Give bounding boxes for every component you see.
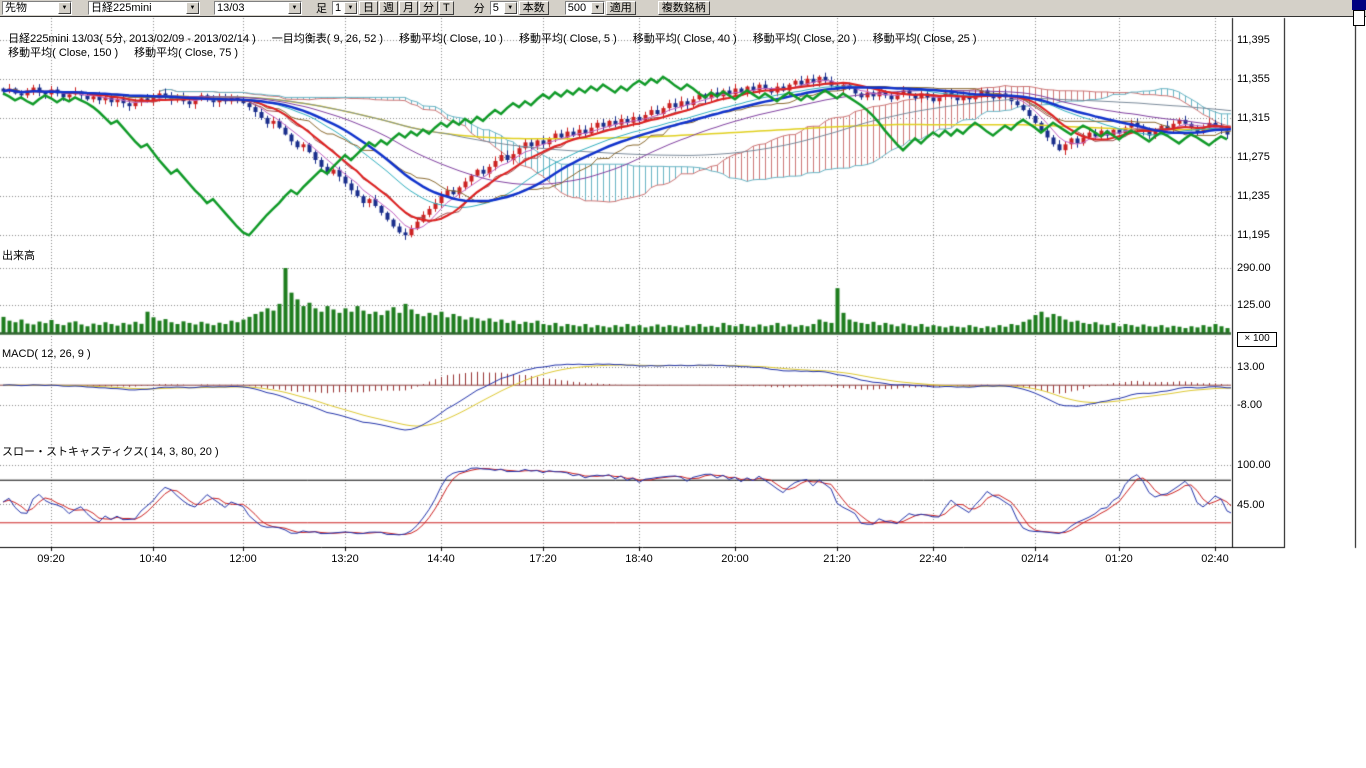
minute-count-input[interactable]: 5 ▼: [490, 1, 518, 15]
bar-count-input[interactable]: 500 ▼: [565, 1, 605, 15]
chevron-down-icon[interactable]: ▼: [186, 2, 199, 14]
volume-axis-label: 290.00: [1237, 262, 1271, 274]
minute-count-value: 5: [491, 2, 504, 14]
price-axis-label: 11,235: [1237, 190, 1270, 202]
period-minute-button[interactable]: 分: [419, 1, 438, 15]
stoch-axis-label: 100.00: [1237, 459, 1271, 471]
volume-axis-label: 125.00: [1237, 299, 1271, 311]
time-axis-label: 02/14: [1011, 553, 1059, 565]
time-axis-label: 14:40: [417, 553, 465, 565]
stoch-axis-label: 45.00: [1237, 499, 1265, 511]
contract-month-select[interactable]: 13/03 ▼: [214, 1, 302, 15]
spinner-down-icon[interactable]: ▼: [504, 2, 517, 14]
macd-panel-title: MACD( 12, 26, 9 ): [2, 348, 91, 360]
time-axis-label: 21:20: [813, 553, 861, 565]
period-tick-button[interactable]: T: [439, 1, 454, 15]
time-axis-label: 10:40: [129, 553, 177, 565]
time-axis-label: 13:20: [321, 553, 369, 565]
legend-item-ma40: 移動平均( Close, 40 ): [633, 33, 737, 45]
price-axis-label: 11,315: [1237, 112, 1270, 124]
time-axis-label: 09:20: [27, 553, 75, 565]
interval-value: 1: [333, 2, 344, 14]
legend-item-ma150: 移動平均( Close, 150 ): [8, 47, 118, 59]
chevron-down-icon[interactable]: ▼: [288, 2, 301, 14]
time-axis-label: 22:40: [909, 553, 957, 565]
macd-axis-label: 13.00: [1237, 361, 1265, 373]
market-type-value: 先物: [3, 2, 58, 14]
interval-input[interactable]: 1 ▼: [332, 1, 358, 15]
time-axis-label: 17:20: [519, 553, 567, 565]
apply-button[interactable]: 適用: [606, 1, 636, 15]
contract-month-value: 13/03: [215, 2, 288, 14]
window-corner-box: [1352, 0, 1366, 10]
chevron-down-icon[interactable]: ▼: [58, 2, 71, 14]
minute-unit-label: 分: [474, 0, 485, 16]
time-axis-label: 12:00: [219, 553, 267, 565]
symbol-select[interactable]: 日経225mini ▼: [88, 1, 200, 15]
bar-count-button[interactable]: 本数: [519, 1, 549, 15]
legend-row-2: 移動平均( Close, 150 ) 移動平均( Close, 75 ): [2, 35, 254, 59]
toolbar: 先物 ▼ 日経225mini ▼ 13/03 ▼ 足 1 ▼ 日 週 月 分 T…: [0, 0, 1366, 17]
time-axis-label: 18:40: [615, 553, 663, 565]
price-axis-label: 11,355: [1237, 73, 1270, 85]
time-axis-label: 01:20: [1095, 553, 1143, 565]
multi-symbol-button[interactable]: 複数銘柄: [658, 1, 710, 15]
bar-type-label: 足: [316, 0, 327, 16]
price-axis-label: 11,395: [1237, 34, 1270, 46]
market-type-select[interactable]: 先物 ▼: [2, 1, 72, 15]
legend-item-ma25: 移動平均( Close, 25 ): [873, 33, 977, 45]
legend-item-ma75: 移動平均( Close, 75 ): [134, 47, 238, 59]
volume-multiplier-box: × 100: [1237, 332, 1277, 347]
price-axis-label: 11,275: [1237, 151, 1270, 163]
spinner-down-icon[interactable]: ▼: [344, 2, 357, 14]
chart-application-window: { "toolbar": { "market_select": "先物", "s…: [0, 0, 1366, 768]
time-axis-label: 02:40: [1191, 553, 1239, 565]
stoch-panel-title: スロー・ストキャスティクス( 14, 3, 80, 20 ): [2, 446, 219, 458]
spinner-down-icon[interactable]: ▼: [591, 2, 604, 14]
bar-count-value: 500: [566, 2, 591, 14]
volume-panel-title: 出来高: [2, 250, 35, 262]
period-month-button[interactable]: 月: [399, 1, 418, 15]
time-axis-label: 20:00: [711, 553, 759, 565]
price-axis-label: 11,195: [1237, 229, 1270, 241]
macd-axis-label: -8.00: [1237, 399, 1262, 411]
period-week-button[interactable]: 週: [379, 1, 398, 15]
symbol-value: 日経225mini: [89, 2, 186, 14]
chart-canvas[interactable]: [0, 0, 1366, 768]
legend-item-ma20: 移動平均( Close, 20 ): [753, 33, 857, 45]
period-day-button[interactable]: 日: [359, 1, 378, 15]
legend-item-ichimoku: 一目均衡表( 9, 26, 52 ): [272, 33, 383, 45]
scrollbar-up-button[interactable]: [1353, 10, 1365, 26]
legend-item-ma5: 移動平均( Close, 5 ): [519, 33, 617, 45]
legend-item-ma10: 移動平均( Close, 10 ): [399, 33, 503, 45]
